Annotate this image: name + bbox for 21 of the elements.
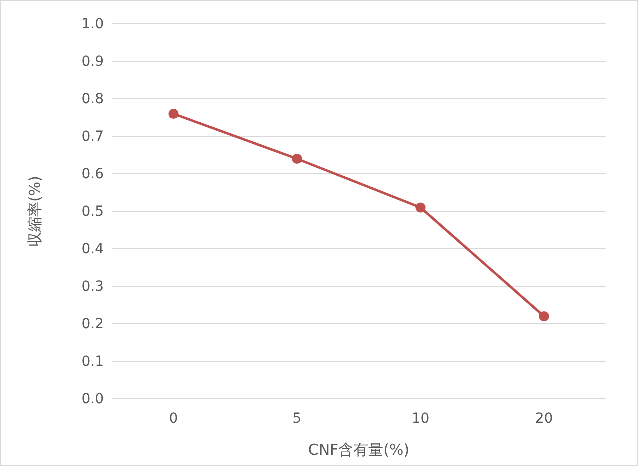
y-tick-label: 0.9 — [82, 54, 104, 70]
x-axis-title: CNF含有量(%) — [308, 441, 410, 459]
x-tick-label: 5 — [292, 410, 302, 427]
y-tick-label: 0.8 — [82, 91, 104, 108]
point — [292, 154, 302, 164]
y-tick-label: 0.7 — [82, 128, 104, 145]
y-tick-label: 0.1 — [82, 354, 104, 370]
y-tick-label: 0.2 — [82, 316, 104, 332]
x-tick-label: 0 — [169, 410, 178, 427]
y-axis-title: 収縮率(%) — [26, 176, 44, 247]
point — [168, 108, 179, 120]
point — [416, 202, 426, 213]
y-tick-label: 0.0 — [82, 391, 104, 408]
y-tick-label: 0.4 — [82, 241, 104, 258]
y-tick-label: 0.5 — [82, 204, 104, 220]
y-tick-label: 0.6 — [82, 166, 104, 182]
point — [539, 311, 550, 322]
x-tick-label: 20 — [535, 410, 554, 427]
y-tick-label: 0.3 — [82, 278, 104, 295]
x-tick-label: 10 — [412, 410, 430, 427]
y-tick-label: 1.0 — [82, 16, 104, 32]
